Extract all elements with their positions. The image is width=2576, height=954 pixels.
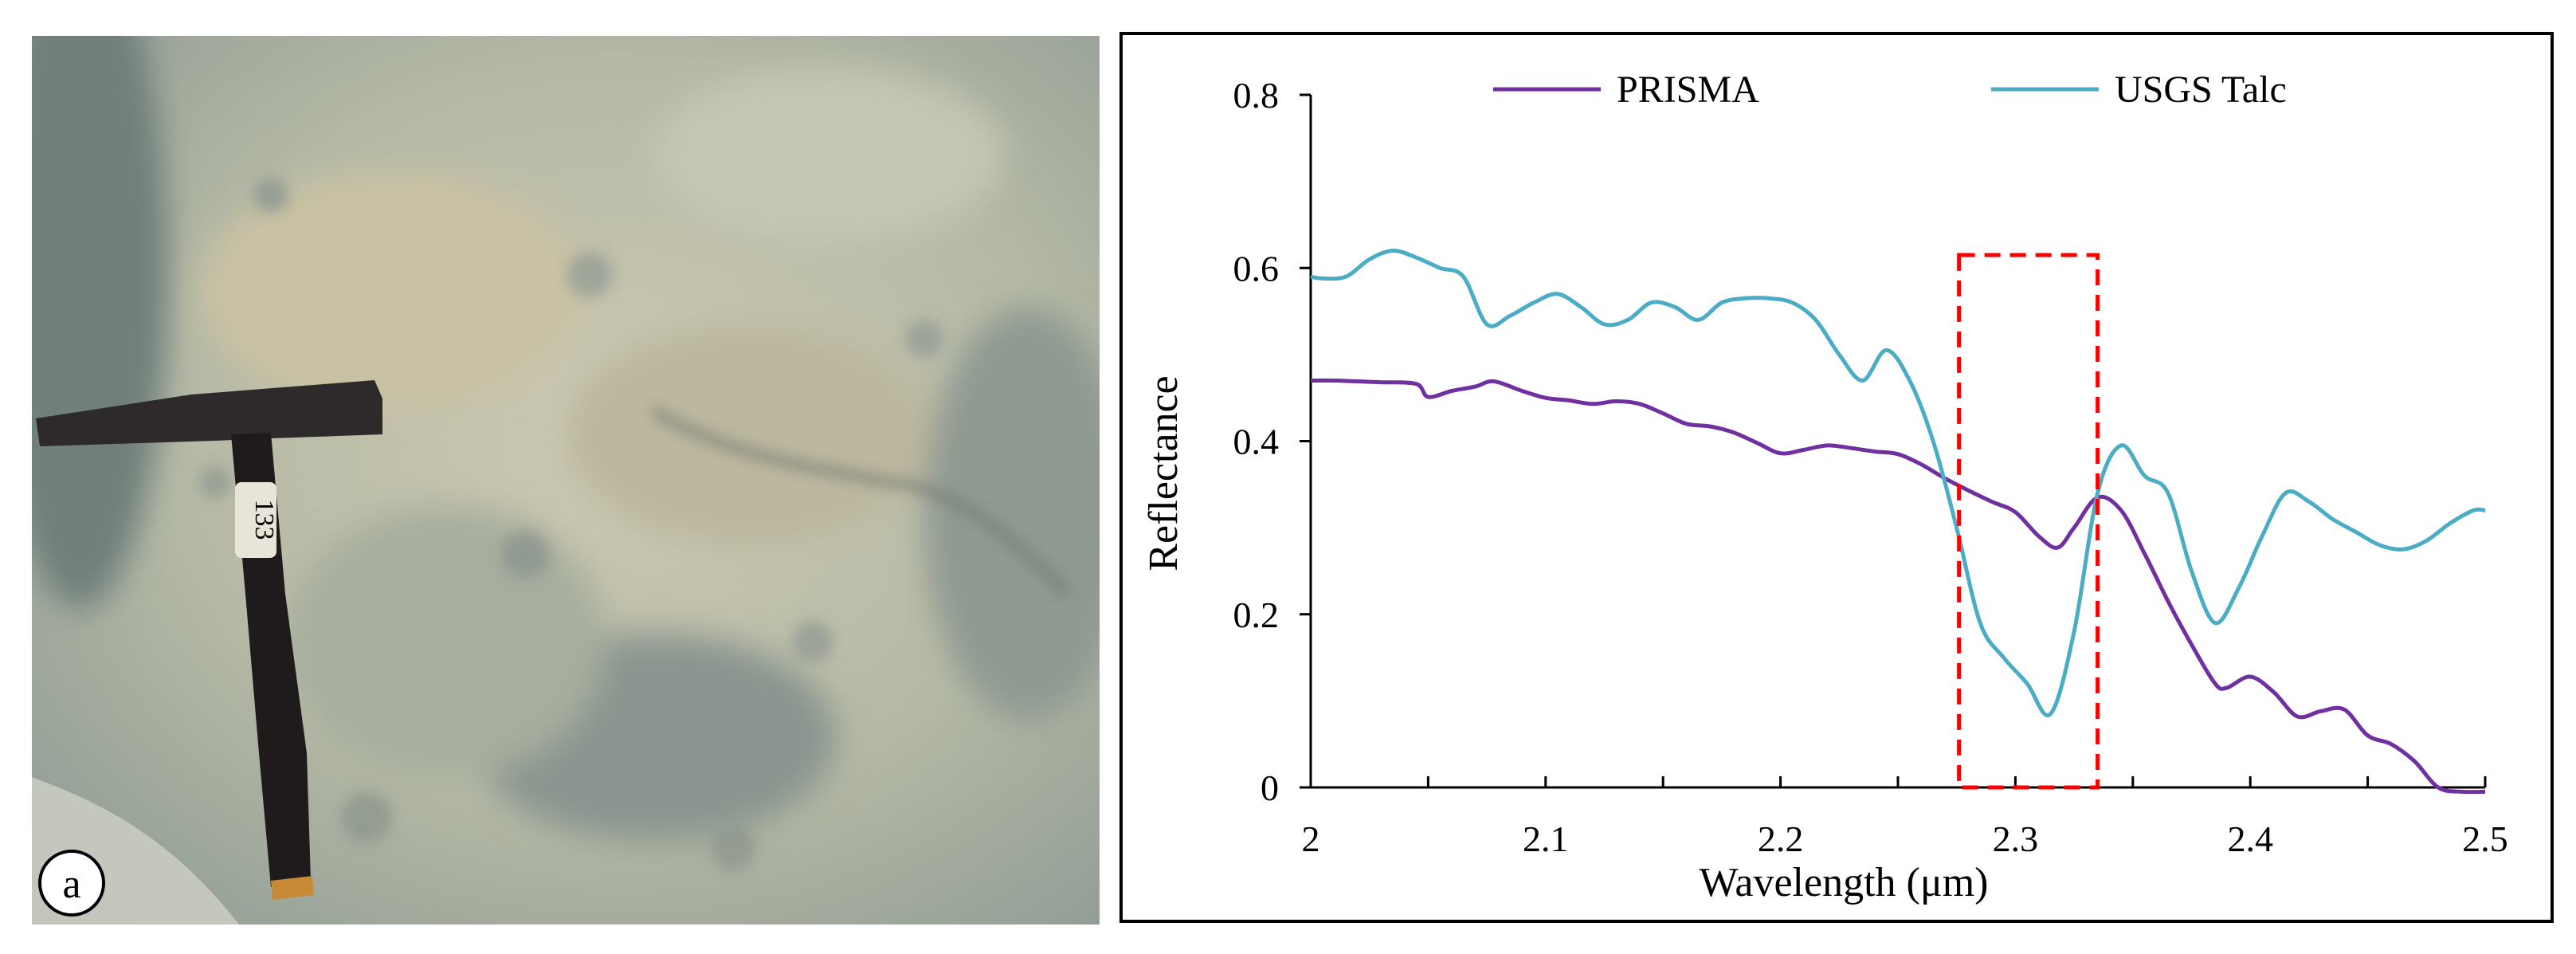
- chart-annotations: [1957, 253, 2100, 790]
- rock-crack: [650, 406, 1072, 598]
- y-tick-label: 0: [1261, 768, 1279, 808]
- rock-outcrop-photo: 133 a: [32, 36, 1100, 925]
- spectrum-chart-panel: 0 0.2 0.4 0.6 0.8 2 2.1 2.2 2.3 2.4 2.5 PRISMA USGS…: [1119, 32, 2554, 923]
- highlight-dashed-box: [1957, 253, 2100, 790]
- rock-texture-dots: [199, 178, 943, 871]
- chart-axes: [1309, 95, 2485, 789]
- hammer-head: [36, 380, 382, 446]
- hammer-tag: [235, 482, 276, 558]
- chart-legend: PRISMA USGS Talc: [1493, 69, 2287, 111]
- hammer-grip-end: [271, 876, 314, 900]
- series-line-prisma: [1310, 378, 2486, 795]
- x-tick-label: 2.5: [2462, 819, 2508, 859]
- hammer-tag-number: 133: [249, 500, 279, 540]
- legend-label: USGS Talc: [2115, 69, 2287, 111]
- panel-label-circle: [38, 850, 105, 917]
- x-tick-label: 2.3: [1993, 819, 2039, 859]
- rock-hammer: 133: [36, 380, 382, 900]
- y-axis-label: Reflectance: [1141, 375, 1186, 571]
- y-tick-label: 0.6: [1233, 248, 1280, 289]
- series-line-usgs-talc: [1310, 249, 2486, 718]
- field-photo: 133 a: [32, 36, 1100, 925]
- legend-label: PRISMA: [1617, 69, 1759, 111]
- chart-series: [1310, 249, 2486, 795]
- x-tick-label: 2.1: [1523, 819, 1569, 859]
- y-tick-label: 0.8: [1233, 75, 1280, 116]
- panel-label: a: [62, 862, 80, 907]
- chart-ticks: 0 0.2 0.4 0.6 0.8 2 2.1 2.2 2.3 2.4 2.5: [1233, 75, 2508, 859]
- x-tick-label: 2.4: [2227, 819, 2273, 859]
- spectrum-chart: 0 0.2 0.4 0.6 0.8 2 2.1 2.2 2.3 2.4 2.5 PRISMA USGS…: [1141, 69, 2508, 905]
- y-tick-label: 0.4: [1233, 422, 1280, 462]
- x-tick-label: 2.2: [1758, 819, 1804, 859]
- y-tick-label: 0.2: [1233, 595, 1280, 635]
- x-tick-label: 2: [1302, 819, 1320, 859]
- x-axis-label: Wavelength (μm): [1699, 860, 1988, 905]
